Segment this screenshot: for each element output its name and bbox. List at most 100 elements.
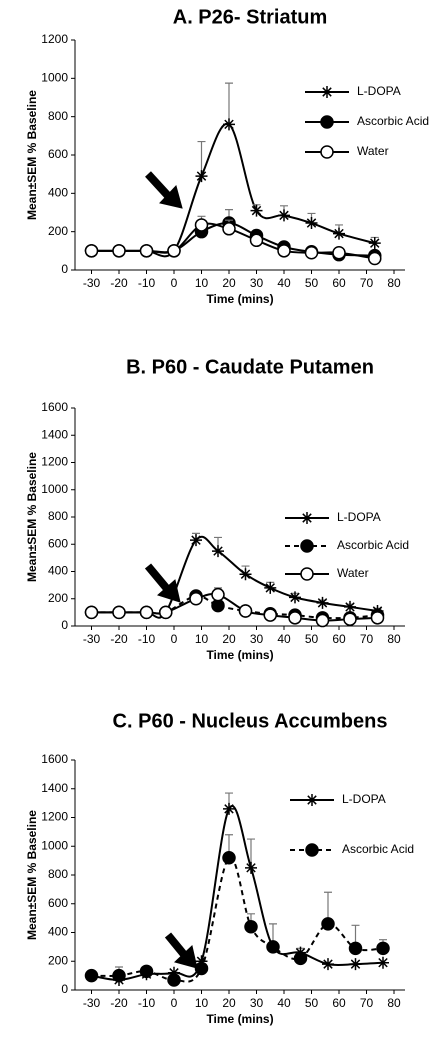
marker-open: [194, 218, 209, 232]
marker-open: [304, 246, 319, 260]
x-tick-label: 40: [277, 276, 291, 290]
y-tick-label: 800: [48, 509, 68, 523]
x-axis-label: Time (mins): [206, 648, 273, 662]
arrow: [164, 932, 190, 960]
marker-star: [301, 512, 313, 524]
x-tick-label: 50: [305, 276, 319, 290]
marker-filled: [348, 941, 363, 956]
marker-open: [315, 613, 330, 628]
x-tick-label: -10: [138, 996, 156, 1010]
marker-star: [223, 118, 235, 131]
marker-star: [250, 204, 263, 217]
chart: C. P60 - Nucleus Accumbens02004006008001…: [25, 710, 414, 1026]
y-tick-label: 400: [48, 564, 68, 578]
marker-star: [190, 534, 202, 547]
marker-open: [211, 587, 225, 602]
series-line: [91, 593, 378, 622]
x-tick-label: -10: [138, 276, 156, 290]
x-tick-label: 80: [387, 276, 401, 290]
legend-label: L-DOPA: [342, 792, 386, 806]
marker-filled: [84, 968, 99, 983]
marker-open: [112, 605, 126, 620]
x-tick-label: 80: [387, 632, 401, 646]
x-tick-label: -20: [110, 276, 128, 290]
y-tick-label: 0: [61, 982, 68, 996]
marker-filled: [244, 920, 258, 934]
marker-open: [332, 246, 346, 260]
chart: A. P26- Striatum020040060080010001200-30…: [25, 6, 429, 306]
marker-open: [320, 145, 334, 159]
marker-star: [223, 802, 235, 815]
marker-open: [139, 244, 154, 258]
marker-star: [306, 794, 318, 806]
y-tick-label: 1600: [41, 752, 68, 766]
marker-open: [84, 244, 99, 258]
y-axis-label: Mean±SEM % Baseline: [25, 90, 39, 220]
marker-open: [249, 233, 264, 248]
marker-star: [212, 545, 224, 558]
marker-open: [368, 251, 382, 266]
marker-open: [370, 611, 385, 625]
y-tick-label: 600: [48, 896, 68, 910]
x-tick-label: 80: [387, 996, 401, 1010]
y-tick-label: 600: [48, 147, 68, 161]
x-tick-label: 10: [195, 632, 209, 646]
x-tick-label: 20: [222, 276, 236, 290]
marker-star: [316, 596, 329, 609]
y-tick-label: 800: [48, 867, 68, 881]
x-tick-label: 0: [171, 996, 178, 1010]
marker-open: [159, 605, 173, 620]
marker-open: [189, 592, 203, 606]
marker-open: [84, 605, 99, 620]
marker-open: [139, 605, 154, 620]
marker-open: [343, 612, 357, 626]
x-tick-label: 30: [250, 632, 264, 646]
marker-filled: [194, 961, 209, 976]
y-tick-label: 1000: [41, 838, 68, 852]
x-tick-label: -30: [83, 632, 101, 646]
marker-star: [377, 956, 389, 969]
marker-open: [222, 222, 236, 236]
y-tick-label: 400: [48, 186, 68, 200]
x-tick-label: 50: [305, 996, 319, 1010]
y-tick-label: 1400: [41, 427, 68, 441]
arrow-head: [157, 579, 181, 603]
y-tick-label: 1200: [41, 810, 68, 824]
x-tick-label: 70: [360, 276, 374, 290]
legend-label: L-DOPA: [337, 510, 381, 524]
x-tick-label: 0: [171, 632, 178, 646]
x-tick-label: 20: [222, 632, 236, 646]
marker-star: [349, 958, 362, 971]
x-tick-label: -10: [138, 632, 156, 646]
arrow: [145, 171, 173, 201]
y-axis-label: Mean±SEM % Baseline: [25, 452, 39, 582]
chart: B. P60 - Caudate Putamen0200400600800100…: [25, 356, 409, 662]
x-tick-label: -30: [83, 276, 101, 290]
x-tick-label: 0: [171, 276, 178, 290]
series-line: [91, 856, 384, 983]
x-tick-label: 60: [332, 632, 346, 646]
chart-title: C. P60 - Nucleus Accumbens: [113, 710, 388, 732]
marker-star: [168, 966, 180, 979]
legend-label: L-DOPA: [357, 84, 401, 98]
legend-label: Ascorbic Acid: [342, 842, 414, 856]
marker-filled: [167, 973, 181, 987]
y-tick-label: 1000: [41, 482, 68, 496]
marker-star: [278, 209, 290, 222]
arrow: [144, 563, 172, 593]
marker-star: [245, 861, 257, 874]
marker-filled: [266, 940, 280, 954]
y-tick-label: 0: [61, 262, 68, 276]
marker-open: [112, 244, 126, 258]
marker-filled: [300, 539, 314, 553]
series-line: [91, 595, 378, 620]
error-bar: [225, 82, 233, 125]
marker-filled: [376, 941, 390, 956]
chart-title: B. P60 - Caudate Putamen: [126, 356, 374, 378]
marker-filled: [139, 964, 154, 979]
marker-open: [263, 608, 277, 622]
x-tick-label: 60: [332, 276, 346, 290]
x-axis-label: Time (mins): [206, 1012, 273, 1026]
marker-star: [344, 600, 356, 613]
marker-open: [238, 604, 253, 618]
